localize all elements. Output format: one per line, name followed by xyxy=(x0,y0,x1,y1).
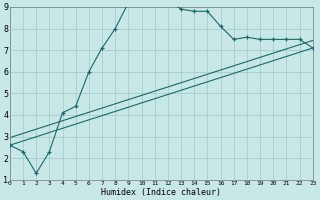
X-axis label: Humidex (Indice chaleur): Humidex (Indice chaleur) xyxy=(101,188,221,197)
